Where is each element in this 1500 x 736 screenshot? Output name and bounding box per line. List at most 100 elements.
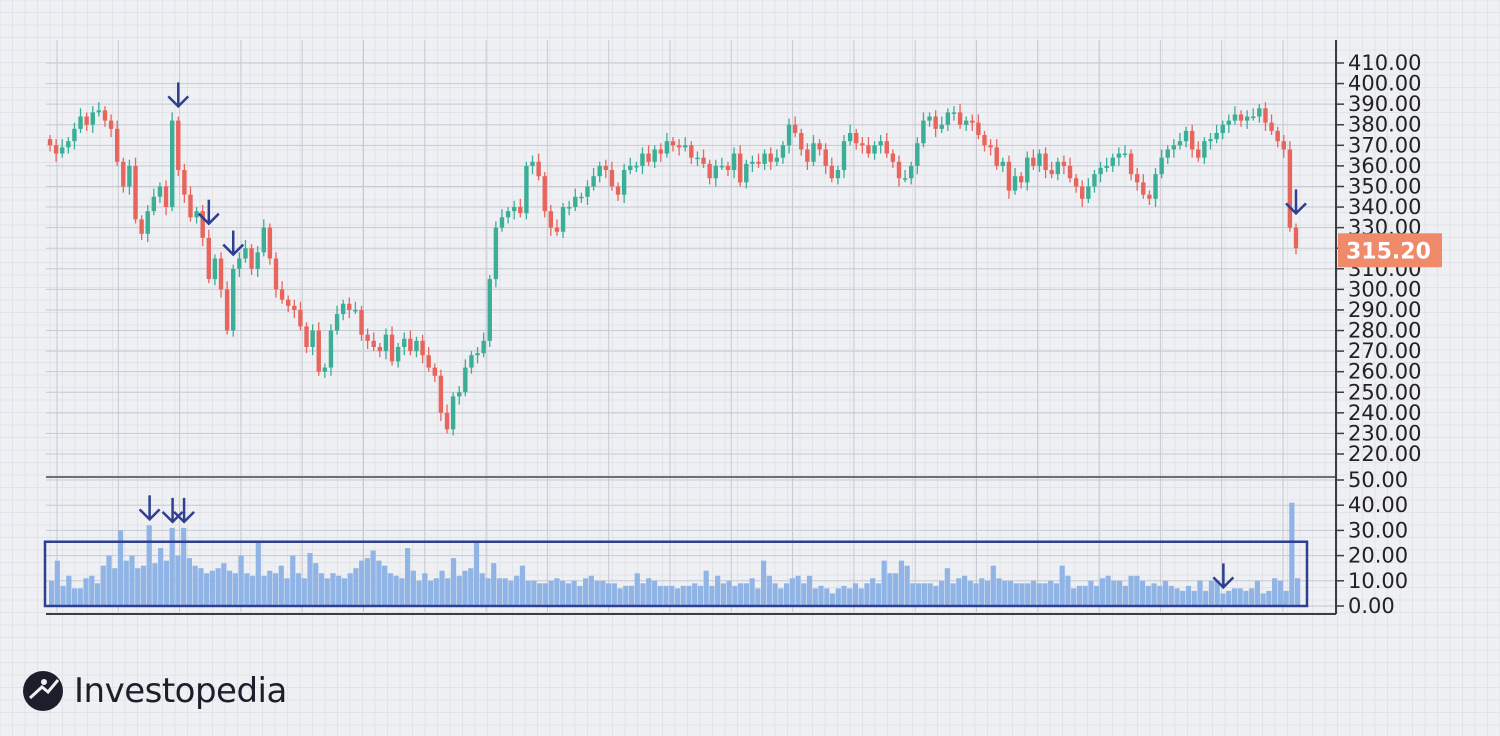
volume-bar [284, 578, 290, 606]
volume-bar [71, 588, 78, 606]
price-tick-label: 240.00 [1348, 401, 1421, 425]
candle-body [890, 153, 896, 162]
candle-body [579, 196, 584, 199]
average-volume-box [43, 540, 1309, 608]
candles [47, 102, 1299, 436]
candle-body [1086, 186, 1091, 199]
volume-signal-arrow [161, 497, 184, 524]
volume-bar [100, 565, 106, 606]
candle-body [114, 128, 120, 162]
volume-bar [956, 578, 962, 606]
candle-body [273, 258, 279, 290]
candle-body [609, 170, 615, 187]
volume-bar [347, 573, 353, 606]
candle-body [279, 289, 285, 300]
candle-body [878, 141, 883, 146]
volume-bar [720, 583, 727, 606]
volume-bar [933, 585, 939, 606]
candle-body [243, 248, 248, 259]
candle-body [176, 120, 181, 171]
volume-bar [1002, 580, 1008, 606]
candle-body [194, 211, 199, 218]
candle-body [1110, 157, 1115, 166]
volume-bar [330, 573, 336, 606]
volume-bar [640, 583, 646, 606]
volume-bar [1162, 580, 1169, 606]
volume-bar [1272, 578, 1278, 606]
volume-bar [961, 575, 968, 606]
candle-body [970, 120, 975, 123]
candle-body [304, 326, 309, 347]
candle-body [365, 334, 370, 341]
candle-body [902, 178, 908, 180]
volume-bar [83, 578, 89, 606]
volume-bar [1134, 575, 1140, 606]
volume-bar [473, 540, 480, 606]
candle-body [756, 161, 761, 164]
volume-bar [571, 580, 577, 606]
volume-bar [410, 570, 416, 606]
candle-body [334, 314, 340, 331]
volume-tick-label: 30.00 [1348, 518, 1408, 542]
volume-bar [117, 530, 124, 606]
candle-body [402, 338, 407, 347]
volume-bar [508, 580, 514, 606]
volume-bar [801, 583, 807, 606]
candle-body [921, 120, 926, 144]
candle-body [731, 153, 737, 171]
volume-bar [181, 527, 187, 606]
candle-body [60, 147, 65, 154]
candle-body [267, 227, 273, 259]
volume-bar [422, 573, 428, 606]
volume-bar [1249, 588, 1255, 606]
volume-bar [60, 585, 66, 606]
volume-bar [887, 573, 893, 606]
candle-body [218, 258, 224, 290]
volume-bar [1088, 580, 1094, 606]
price-signal-arrow [1285, 189, 1307, 216]
candle-body [786, 124, 792, 146]
candle-body [1263, 108, 1268, 123]
volume-bar [175, 555, 181, 606]
volume-bar [255, 543, 261, 606]
candle-body [585, 186, 590, 197]
price-tick-label: 250.00 [1348, 380, 1421, 404]
candle-body [493, 227, 499, 280]
volume-bar [927, 583, 933, 606]
candle-body [1018, 176, 1024, 183]
volume-bar [307, 553, 313, 606]
volume-bar [123, 560, 129, 606]
volume-signal-arrow [1212, 563, 1235, 590]
volume-bar [795, 575, 801, 606]
candle-body [652, 149, 657, 162]
candle-body [133, 165, 138, 220]
candle-body [426, 355, 431, 368]
candle-body [310, 330, 315, 347]
volume-bar [249, 575, 256, 606]
volume-bar [841, 585, 847, 606]
candle-body [1177, 141, 1183, 146]
candle-body [1067, 165, 1073, 179]
candle-body [1251, 116, 1256, 119]
candle-body [762, 153, 767, 164]
volume-bar [204, 573, 210, 606]
volume-bar [939, 580, 945, 606]
candle-body [719, 165, 725, 168]
candle-body [145, 211, 150, 234]
volume-bar [468, 568, 474, 606]
volume-bar [427, 580, 434, 606]
volume-bar [158, 548, 164, 606]
volume-bar [726, 580, 732, 606]
volume-bar [944, 568, 950, 606]
candle-body [927, 116, 932, 121]
candle-body [84, 116, 89, 125]
candle-body [469, 355, 474, 368]
volume-bar [445, 578, 451, 606]
volume-bar [870, 578, 876, 606]
candle-body [298, 309, 303, 327]
volume-bar [829, 593, 836, 606]
volume-bar [1185, 585, 1192, 606]
candle-body [1244, 116, 1250, 121]
candle-body [231, 268, 236, 331]
price-tick-label: 220.00 [1348, 442, 1421, 466]
